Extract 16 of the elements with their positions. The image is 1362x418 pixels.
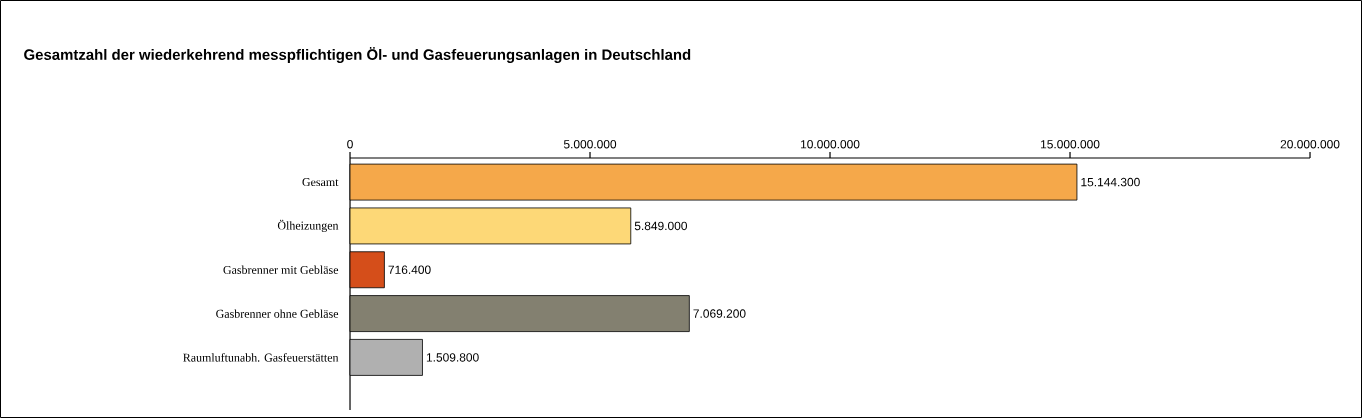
y-tick-label: Gesamt — [302, 178, 339, 187]
x-tick-label: 15.000.000 — [1041, 140, 1100, 149]
y-tick-label: Ölheizungen — [277, 219, 339, 233]
x-tick-label: 0 — [347, 140, 353, 149]
y-tick-label: Gasbrenner mit Gebläse — [223, 265, 339, 274]
y-tick-label: Gasbrenner ohne Gebläse — [216, 309, 339, 318]
chart-title: Gesamtzahl der wiederkehrend messpflichtigen Öl- und Gasfeuerungsanlagen in Deutschland — [24, 47, 691, 63]
data-label: 15.144.300 — [1081, 177, 1140, 187]
x-tick-label: 5.000.000 — [563, 140, 617, 149]
x-tick-label: 10.000.000 — [801, 140, 860, 149]
y-tick-label: Raumluftunabh. Gasfeuerstätten — [183, 353, 339, 362]
data-label: 716.400 — [388, 265, 431, 274]
data-label: 7.069.200 — [693, 309, 746, 318]
data-label: 1.509.800 — [426, 353, 479, 362]
x-tick-label: 20.000.000 — [1280, 140, 1340, 149]
data-label: 5.849.000 — [634, 221, 687, 231]
